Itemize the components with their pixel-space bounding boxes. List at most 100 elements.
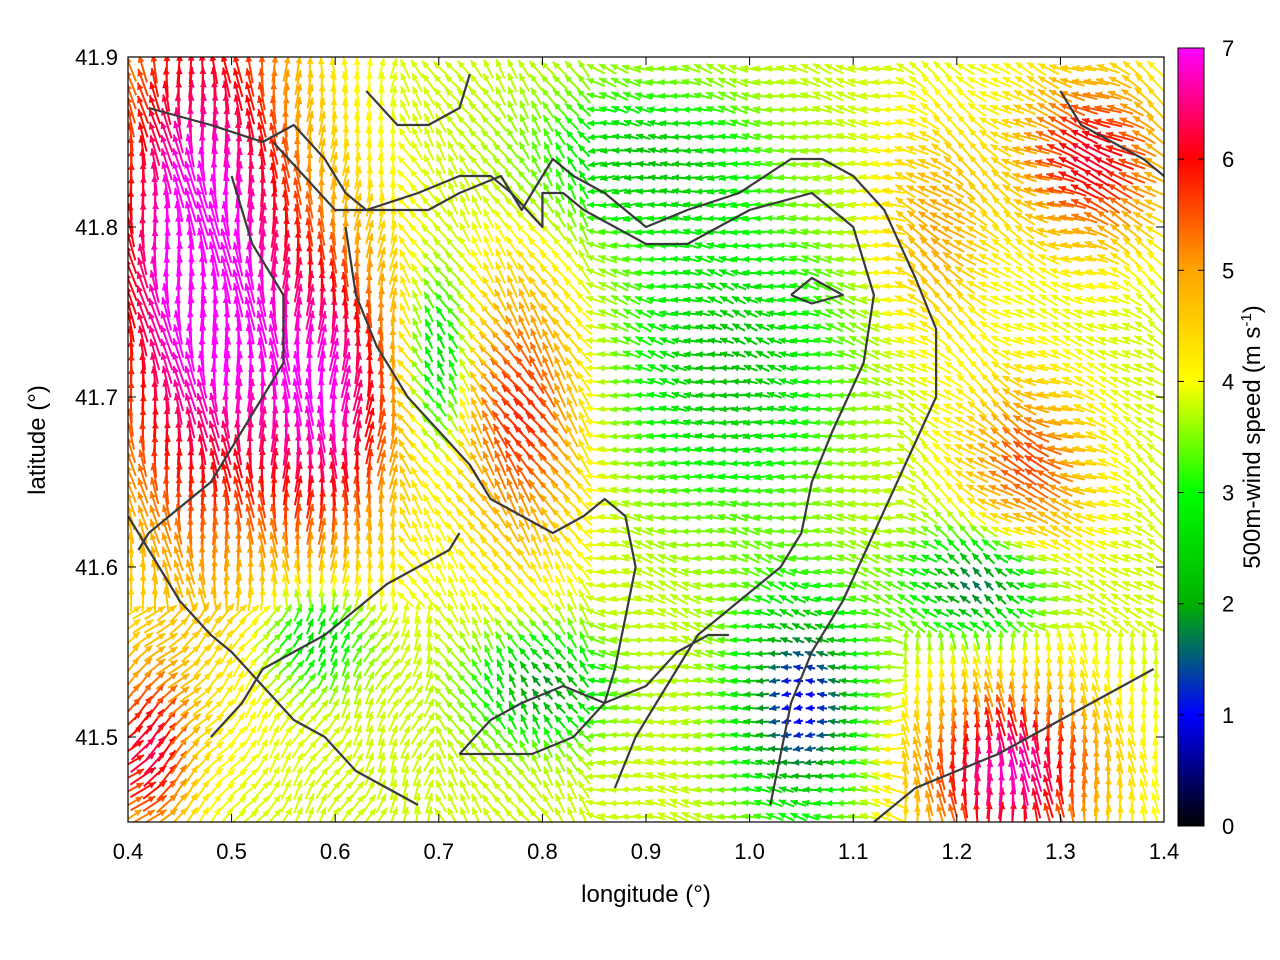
wind-vector bbox=[789, 812, 807, 822]
wind-vector bbox=[459, 793, 470, 814]
wind-vector bbox=[128, 618, 142, 631]
wind-vector bbox=[130, 795, 156, 812]
wind-vector bbox=[793, 664, 804, 671]
wind-vector bbox=[778, 786, 795, 793]
wind-vector bbox=[827, 664, 841, 671]
wind-vector-head bbox=[296, 793, 303, 802]
wind-vector-head bbox=[202, 793, 209, 802]
wind-vector bbox=[492, 754, 509, 771]
wind-vector-head bbox=[837, 772, 845, 780]
wind-vector bbox=[645, 785, 666, 794]
wind-vector bbox=[482, 700, 495, 716]
wind-vector-head bbox=[633, 785, 641, 793]
wind-vector-head bbox=[680, 772, 688, 780]
wind-vector bbox=[434, 793, 448, 813]
wind-vector-head bbox=[190, 793, 198, 801]
wind-vector-head bbox=[838, 650, 846, 658]
wind-vector bbox=[493, 727, 508, 744]
wind-vector bbox=[289, 686, 306, 703]
wind-vector bbox=[883, 635, 904, 645]
wind-vector bbox=[306, 806, 315, 822]
wind-vector bbox=[947, 803, 956, 822]
wind-vector bbox=[768, 731, 781, 739]
wind-vector-head bbox=[860, 731, 868, 739]
wind-vector bbox=[504, 754, 520, 771]
wind-vector bbox=[554, 714, 567, 729]
wind-vector-head bbox=[849, 677, 857, 685]
wind-vector bbox=[958, 608, 972, 618]
wind-vector-head bbox=[729, 772, 737, 780]
wind-vector-head bbox=[680, 785, 689, 793]
wind-vector bbox=[827, 691, 841, 699]
wind-vector-head bbox=[609, 759, 617, 767]
wind-vector-head bbox=[769, 690, 777, 698]
wind-vector bbox=[278, 686, 294, 703]
wind-vector bbox=[516, 618, 533, 635]
wind-vector-head bbox=[826, 772, 834, 780]
wind-vector-head bbox=[609, 745, 617, 753]
wind-vector-head bbox=[567, 780, 574, 789]
wind-vector-head bbox=[692, 786, 700, 793]
wind-vector bbox=[554, 689, 566, 700]
wind-vector bbox=[791, 622, 805, 631]
wind-vector bbox=[827, 731, 841, 739]
wind-vector-head bbox=[471, 793, 479, 802]
wind-vector-head bbox=[597, 799, 605, 807]
wind-vector bbox=[305, 645, 315, 662]
wind-vector bbox=[507, 646, 518, 662]
wind-vector bbox=[767, 650, 781, 658]
wind-vector-head bbox=[1128, 629, 1136, 637]
wind-vector-head bbox=[849, 704, 858, 712]
wind-vector bbox=[304, 659, 316, 676]
wind-vector bbox=[554, 793, 566, 814]
wind-vector-head bbox=[307, 807, 315, 815]
wind-vector bbox=[801, 813, 819, 821]
wind-vector bbox=[1080, 708, 1088, 735]
wind-vector bbox=[374, 644, 389, 663]
wind-vector bbox=[882, 732, 905, 740]
wind-vector-head bbox=[379, 793, 386, 802]
wind-vector bbox=[325, 767, 342, 785]
wind-vector bbox=[529, 780, 543, 799]
wind-vector bbox=[469, 686, 484, 703]
wind-vector bbox=[780, 731, 792, 739]
wind-vector-head bbox=[645, 785, 653, 792]
wind-vector-head bbox=[504, 782, 513, 790]
wind-vector bbox=[754, 786, 771, 794]
wind-vector-head bbox=[705, 718, 713, 726]
wind-vector-head bbox=[609, 799, 617, 807]
wind-vector-head bbox=[693, 812, 701, 820]
wind-vector-head bbox=[320, 793, 327, 802]
wind-vector-head bbox=[816, 718, 824, 726]
wind-vector bbox=[362, 618, 377, 635]
wind-vector bbox=[914, 630, 922, 651]
wind-vector bbox=[827, 704, 841, 712]
wind-vector bbox=[925, 630, 933, 651]
wind-vector-head bbox=[135, 796, 143, 803]
wind-vector-head bbox=[402, 806, 410, 815]
wind-vector-head bbox=[585, 799, 594, 806]
wind-vector-head bbox=[345, 781, 353, 790]
wind-vector bbox=[433, 686, 449, 703]
wind-vector-head bbox=[1151, 806, 1158, 815]
wind-vector-head bbox=[849, 650, 857, 658]
wind-vector bbox=[802, 609, 818, 617]
wind-vector bbox=[541, 618, 556, 635]
wind-vector-head bbox=[742, 636, 750, 644]
wind-vector bbox=[433, 807, 446, 822]
wind-vector-head bbox=[729, 758, 738, 766]
wind-vector bbox=[1151, 792, 1160, 815]
wind-vector-head bbox=[790, 799, 799, 807]
wind-vector-head bbox=[621, 772, 629, 780]
wind-vector bbox=[777, 812, 795, 822]
wind-vector-head bbox=[828, 691, 836, 699]
wind-vector-head bbox=[273, 809, 282, 817]
wind-vector-head bbox=[657, 798, 666, 806]
wind-vector bbox=[221, 807, 234, 822]
wind-vector bbox=[743, 718, 759, 726]
wind-vector-head bbox=[803, 772, 811, 780]
wind-vector bbox=[492, 781, 509, 798]
wind-vector-head bbox=[793, 704, 802, 711]
wind-vector bbox=[470, 793, 483, 814]
wind-vector bbox=[198, 806, 210, 822]
